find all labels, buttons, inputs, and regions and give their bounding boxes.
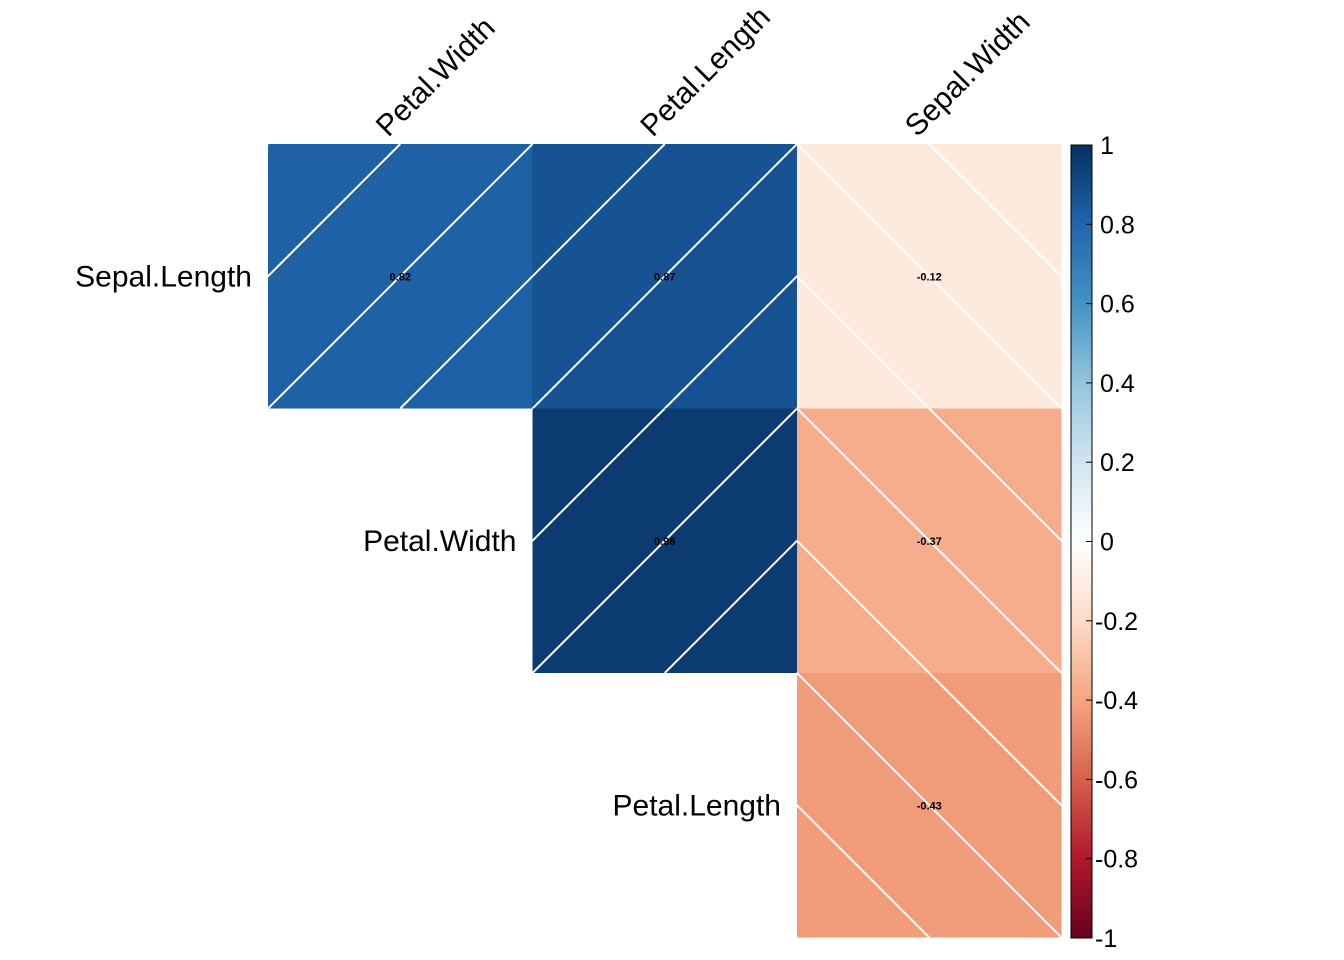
hatch-line (664, 274, 797, 409)
cell: 0.87 (532, 144, 1327, 409)
hatch-line (1060, 144, 1062, 146)
row-label: Sepal.Length (75, 260, 252, 293)
hatch-line (928, 144, 1062, 278)
hatch-line (928, 408, 1062, 543)
hatch-line (268, 144, 533, 409)
hatch-line (4, 409, 269, 674)
colorbar-tick-label: -0.6 (1095, 766, 1138, 794)
cell-value-label: 0.96 (654, 536, 675, 548)
colorbar-tick-label: -1 (1095, 925, 1117, 953)
cell: -0.37 (797, 408, 1344, 674)
cell: -0.12 (797, 144, 1344, 409)
hatch-line (797, 144, 1062, 409)
hatch-line (532, 144, 797, 409)
hatch-line (1326, 409, 1344, 674)
column-label: Petal.Length (634, 0, 776, 142)
cell-value-label: 0.82 (390, 271, 411, 283)
hatch-line (399, 274, 533, 409)
cell-value-label: -0.12 (917, 271, 942, 283)
cell: -0.43 (268, 673, 1344, 938)
row-labels: Sepal.Length Petal.Width Petal.Length (75, 260, 781, 822)
colorbar-tick-label: 0.2 (1100, 449, 1135, 477)
hatch-line (797, 274, 930, 409)
color-legend: 1 0.8 0.6 0.4 0.2 0 -0.2 -0.4 -0.6 -0.8 -1 (1070, 132, 1138, 953)
hatch-line (1194, 409, 1344, 674)
hatch-line (268, 673, 533, 938)
hatch-line (136, 409, 401, 674)
hatch-line (928, 673, 1062, 807)
cell: 0.82 (0, 144, 533, 409)
cell-value-label: -0.37 (917, 536, 942, 548)
colorbar-tick-label: -0.2 (1095, 608, 1138, 636)
colorbar-tick-label: 1 (1100, 132, 1114, 160)
hatch-line (797, 673, 1062, 938)
hatch-line (1194, 144, 1344, 409)
cell-value-label: -0.43 (917, 800, 942, 812)
hatch-line (268, 144, 401, 278)
hatch-line (532, 408, 797, 673)
row-label: Petal.Length (613, 789, 781, 822)
colorbar-tick-label: -0.8 (1095, 846, 1138, 874)
hatch-line (797, 803, 930, 938)
colorbar-tick-label: 0 (1100, 529, 1114, 557)
cell: 0.96 (4, 408, 797, 674)
hatch-line (797, 408, 1062, 673)
hatch-line (0, 144, 4, 409)
colorbar-tick-label: 0.8 (1100, 211, 1135, 239)
colorbar-tick-label: 0.6 (1100, 291, 1135, 319)
correlation-cells: 0.82 0.87 -0.12 0.96 -0.37 -0.43 (0, 144, 1344, 938)
column-label: Petal.Width (370, 11, 502, 143)
hatch-line (1326, 144, 1344, 409)
colorbar-tick-label: -0.4 (1095, 687, 1138, 715)
hatch-line (797, 539, 930, 673)
row-label: Petal.Width (363, 525, 516, 558)
colorbar-tick-label: 0.4 (1100, 370, 1135, 398)
column-labels: Petal.Width Petal.Length Sepal.Width (370, 0, 1037, 142)
hatch-line (1062, 144, 1327, 409)
cell-value-label: 0.87 (654, 271, 675, 283)
hatch-line (664, 539, 797, 673)
hatch-line (532, 144, 666, 278)
column-label: Sepal.Width (899, 5, 1037, 143)
hatch-line (1194, 673, 1344, 938)
hatch-line (1326, 673, 1344, 938)
hatch-line (532, 408, 666, 543)
